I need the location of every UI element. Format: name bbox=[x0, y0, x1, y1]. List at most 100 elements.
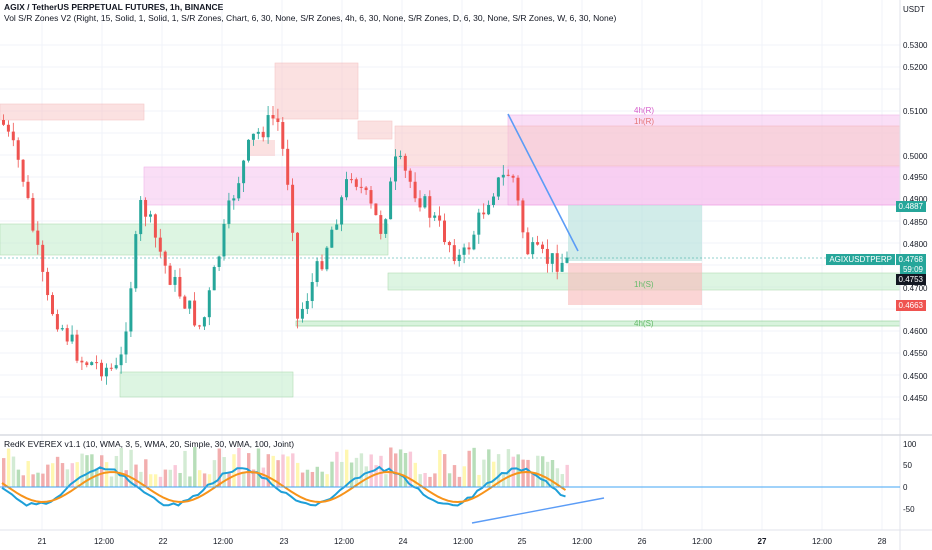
candle-body bbox=[129, 288, 133, 332]
position-tool[interactable] bbox=[568, 205, 702, 305]
candle-body bbox=[560, 262, 564, 272]
candle-body bbox=[271, 115, 275, 119]
candle-body bbox=[477, 212, 481, 235]
everex-bar bbox=[21, 475, 25, 487]
candle-body bbox=[261, 131, 265, 138]
everex-bar bbox=[276, 460, 280, 487]
everex-bar bbox=[521, 459, 525, 487]
everex-bar bbox=[418, 474, 422, 487]
everex-bar bbox=[354, 457, 359, 487]
everex-bar bbox=[188, 476, 192, 487]
everex-bar bbox=[310, 471, 315, 487]
everex-bar bbox=[227, 473, 231, 487]
everex-bar bbox=[345, 449, 349, 487]
everex-bar bbox=[413, 462, 417, 487]
everex-bar bbox=[492, 461, 496, 487]
everex-bar bbox=[457, 476, 462, 487]
everex-bar bbox=[183, 450, 187, 487]
everex-axis-label: 50 bbox=[903, 461, 912, 470]
resistance-zone-top bbox=[274, 62, 359, 120]
price-label: 0.4900 bbox=[903, 195, 928, 204]
everex-bar bbox=[300, 472, 305, 487]
everex-bar bbox=[516, 454, 520, 487]
price-label: 0.4550 bbox=[903, 349, 928, 358]
candle-body bbox=[90, 362, 94, 366]
candle-body bbox=[443, 220, 446, 243]
everex-bar bbox=[207, 474, 212, 487]
candle-body bbox=[237, 183, 241, 199]
candle-body bbox=[511, 175, 515, 178]
candle-body bbox=[114, 365, 118, 369]
candle-body bbox=[16, 140, 20, 160]
candle-body bbox=[413, 181, 417, 199]
candle-body bbox=[438, 215, 442, 221]
candle-body bbox=[95, 362, 99, 364]
resistance-zone-1h bbox=[394, 125, 901, 167]
price-label: 0.4450 bbox=[903, 394, 928, 403]
candle-body bbox=[300, 308, 304, 319]
candle-body bbox=[193, 300, 197, 326]
time-label: 12:00 bbox=[571, 537, 593, 546]
everex-bar bbox=[46, 464, 50, 487]
everex-bar bbox=[65, 469, 70, 487]
symbol-title[interactable]: AGIX / TetherUS PERPETUAL FUTURES, 1h, B… bbox=[4, 2, 224, 12]
candle-body bbox=[266, 115, 270, 138]
candle-body bbox=[531, 242, 535, 255]
everex-axis-label: 100 bbox=[903, 440, 917, 449]
everex-bar bbox=[222, 457, 226, 487]
time-label: 24 bbox=[398, 537, 408, 546]
everex-bar bbox=[281, 454, 285, 487]
candle-body bbox=[207, 290, 211, 318]
candle-body bbox=[462, 247, 466, 255]
lower-indicator-legend[interactable]: RedK EVEREX v1.1 (10, WMA, 3, 5, WMA, 20… bbox=[4, 439, 295, 449]
everex-bar bbox=[2, 458, 6, 487]
everex-indicator bbox=[1, 447, 569, 507]
candle-body bbox=[212, 266, 216, 291]
time-label: 12:00 bbox=[333, 537, 355, 546]
everex-bar bbox=[109, 476, 114, 487]
stop-area bbox=[568, 263, 702, 305]
everex-bar bbox=[202, 473, 207, 487]
candle-body bbox=[222, 223, 226, 257]
indicator-legend[interactable]: Vol S/R Zones V2 (Right, 15, Solid, 1, S… bbox=[4, 13, 617, 23]
everex-bar bbox=[335, 451, 339, 487]
time-label: 26 bbox=[637, 537, 647, 546]
candle-body bbox=[545, 248, 549, 264]
everex-bar bbox=[119, 448, 123, 487]
everex-bar bbox=[443, 454, 447, 487]
everex-bar bbox=[330, 461, 334, 487]
everex-bar bbox=[153, 474, 158, 487]
candle-body bbox=[506, 174, 510, 176]
symbol-tag: AGIXUSDTPERP bbox=[826, 254, 895, 265]
candle-body bbox=[394, 156, 397, 182]
everex-bar bbox=[467, 450, 471, 487]
candle-body bbox=[144, 199, 148, 217]
candle-body bbox=[232, 198, 236, 201]
everex-bar bbox=[168, 469, 172, 487]
everex-trend-line bbox=[471, 497, 605, 524]
time-label: 25 bbox=[517, 537, 527, 546]
everex-bar bbox=[403, 453, 408, 487]
candle-body bbox=[26, 181, 30, 198]
candle-body bbox=[36, 230, 40, 245]
candle-body bbox=[291, 184, 295, 233]
everex-bar bbox=[139, 471, 143, 487]
candle-body bbox=[501, 174, 505, 178]
candle-body bbox=[541, 244, 544, 249]
candle-body bbox=[305, 301, 309, 309]
everex-bar bbox=[36, 472, 40, 487]
candle-body bbox=[565, 257, 569, 263]
everex-bar bbox=[271, 455, 275, 487]
candle-body bbox=[369, 190, 373, 204]
candle-body bbox=[428, 196, 432, 218]
candle-body bbox=[330, 229, 334, 248]
everex-bar bbox=[193, 447, 197, 487]
zone-label-1h-s: 1h(S) bbox=[634, 280, 654, 289]
candle-body bbox=[256, 131, 260, 134]
time-label: 12:00 bbox=[212, 537, 234, 546]
everex-bar bbox=[482, 459, 486, 487]
time-label: 12:00 bbox=[691, 537, 713, 546]
candle-body bbox=[286, 148, 290, 185]
candle-body bbox=[374, 203, 378, 216]
